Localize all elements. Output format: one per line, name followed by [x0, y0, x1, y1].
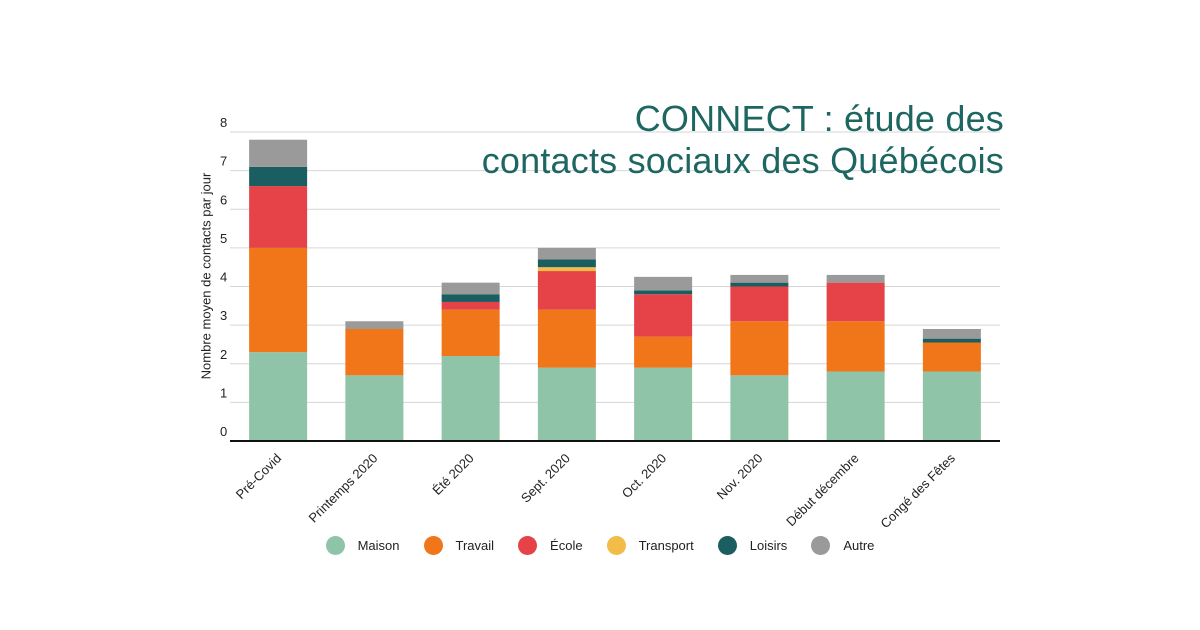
bar-segment	[634, 367, 693, 441]
y-tick-label: 5	[220, 231, 227, 246]
bar-segment	[345, 375, 404, 441]
bar-segment	[730, 321, 789, 376]
chart-title-line-1: CONNECT : étude des	[634, 98, 1004, 139]
bar-segment	[730, 286, 789, 322]
bar-segment	[922, 338, 981, 343]
bar-segment	[537, 247, 596, 260]
bar-segment	[249, 186, 308, 248]
bar-segment	[249, 166, 308, 187]
y-tick-label: 0	[220, 424, 227, 439]
legend-swatch	[518, 536, 538, 555]
legend-label: Transport	[638, 538, 694, 553]
x-tick-label: Oct. 2020	[619, 451, 669, 501]
y-tick-label: 6	[220, 192, 227, 207]
x-tick-label: Nov. 2020	[714, 451, 766, 503]
bar-segment	[922, 342, 981, 372]
legend-swatch	[423, 536, 443, 555]
bar-segment	[441, 294, 500, 302]
legend-item: École	[518, 536, 583, 555]
y-axis-label: Nombre moyen de contacts par jour	[198, 172, 214, 380]
x-tick-labels: Pré-Covid Printemps 2020 Été 2020 Sept. 202…	[233, 450, 959, 531]
bar-segment	[730, 375, 789, 441]
bar-segment	[441, 282, 500, 295]
bar-segment	[345, 328, 404, 376]
bar-segment	[249, 352, 308, 441]
legend-item: Transport	[606, 536, 694, 555]
bar-segment	[634, 276, 693, 291]
y-tick-label: 7	[220, 154, 227, 169]
legend-label: Loisirs	[749, 538, 788, 553]
legend-label: École	[550, 538, 583, 553]
legend-item: Maison	[325, 536, 400, 555]
bar-segment	[537, 271, 596, 310]
x-tick-label: Sept. 2020	[518, 451, 573, 506]
bar-segment	[345, 321, 404, 329]
bar-segment	[441, 301, 500, 310]
x-tick-label: Congé des Fêtes	[877, 450, 958, 531]
bar-segment	[634, 290, 693, 295]
legend-label: Travail	[455, 538, 495, 553]
bar-segment	[249, 247, 308, 353]
bar-segment	[826, 282, 885, 322]
bar-segment	[826, 321, 885, 372]
bar-segment	[730, 274, 789, 283]
bar-segment	[537, 309, 596, 368]
x-tick-label: Été 2020	[429, 451, 476, 498]
bar-segment	[634, 336, 693, 368]
bars	[249, 139, 981, 441]
chart-title-line-2: contacts sociaux des Québécois	[481, 140, 1004, 181]
chart-title: CONNECT : étude des contacts sociaux des…	[482, 98, 1004, 182]
bar-segment	[922, 371, 981, 441]
y-tick-label: 4	[220, 270, 227, 285]
y-tick-label: 3	[220, 308, 227, 323]
bar-segment	[730, 282, 789, 287]
legend-swatch	[606, 536, 626, 555]
legend-swatch	[717, 536, 737, 555]
y-tick-label: 1	[220, 385, 227, 400]
legend: Maison Travail École Transport Loisirs Autre	[0, 536, 1200, 555]
legend-swatch	[325, 536, 345, 555]
x-tick-label: Pré-Covid	[233, 451, 284, 502]
bar-segment	[441, 356, 500, 441]
y-tick-labels: 0 1 2 3 4 5 6 7 8	[220, 115, 227, 439]
x-tick-label: Printemps 2020	[305, 451, 380, 526]
legend-label: Maison	[357, 538, 400, 553]
bar-segment	[826, 274, 885, 283]
legend-item: Autre	[811, 536, 874, 555]
legend-item: Loisirs	[717, 536, 788, 555]
bar-segment	[634, 294, 693, 337]
legend-item: Travail	[423, 536, 495, 555]
bar-segment	[826, 371, 885, 441]
bar-segment	[249, 139, 308, 167]
bar-segment	[441, 309, 500, 357]
legend-label: Autre	[843, 538, 875, 553]
bar-segment	[922, 328, 981, 339]
x-tick-label: Début décembre	[783, 451, 862, 530]
bar-segment	[537, 267, 596, 272]
y-tick-label: 8	[220, 115, 227, 130]
bar-segment	[537, 259, 596, 268]
legend-swatch	[811, 536, 831, 555]
y-tick-label: 2	[220, 347, 227, 362]
bar-segment	[537, 367, 596, 441]
